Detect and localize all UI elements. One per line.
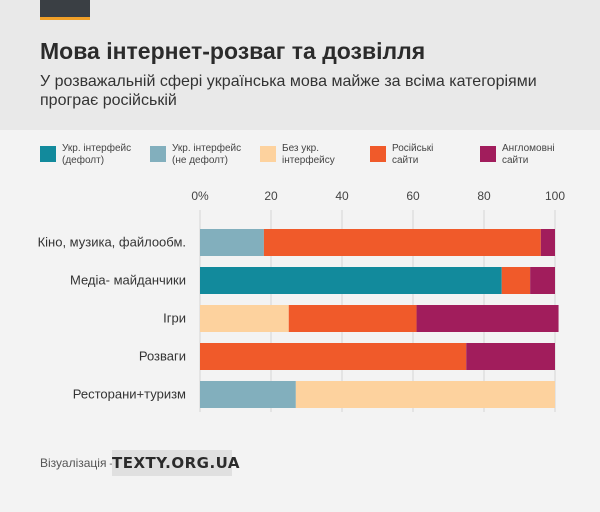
bar-segment — [200, 381, 296, 408]
legend-swatch — [260, 146, 276, 162]
legend-label: Російські сайти — [392, 143, 434, 166]
bar-segment — [200, 343, 467, 370]
bar-segment — [200, 229, 264, 256]
header: Мова інтернет-розваг та дозвілля У розва… — [0, 0, 600, 130]
legend: Укр. інтерфейс (дефолт) Укр. інтерфейс (… — [40, 143, 580, 175]
bar-segment — [530, 267, 555, 294]
bar-segment — [200, 267, 502, 294]
bar-segment — [200, 305, 289, 332]
legend-swatch — [150, 146, 166, 162]
bar-segment — [540, 229, 555, 256]
category-label: Ресторани+туризм — [73, 387, 186, 402]
category-label: Ігри — [163, 311, 186, 326]
x-tick-label: 80 — [477, 189, 491, 203]
brand-logo-block — [40, 0, 90, 20]
category-label: Медіа- майданчики — [70, 273, 186, 288]
legend-swatch — [370, 146, 386, 162]
legend-label: Англомовні сайти — [502, 143, 555, 166]
legend-swatch — [40, 146, 56, 162]
bar-segment — [263, 229, 541, 256]
bar-segment — [501, 267, 531, 294]
footer-label: Візуалізація — — [40, 456, 122, 470]
category-label: Кіно, музика, файлообм. — [38, 235, 186, 250]
x-tick-label: 60 — [406, 189, 420, 203]
texty-logo[interactable]: TEXTY.ORG.UA — [112, 450, 240, 476]
chart-title: Мова інтернет-розваг та дозвілля — [40, 38, 426, 64]
x-tick-label: 20 — [264, 189, 278, 203]
stacked-bar-chart: 0% 20 40 60 80 100 Кіно, музика, файлообм. Меді… — [38, 189, 565, 412]
legend-label: Укр. інтерфейс (дефолт) — [62, 143, 132, 166]
legend-label: Без укр. інтерфейсу — [282, 143, 335, 166]
legend-swatch — [480, 146, 496, 162]
legend-label: Укр. інтерфейс (не дефолт) — [172, 143, 242, 166]
brand-stripe — [40, 17, 90, 20]
bar-segment — [416, 305, 559, 332]
x-tick-label: 100 — [545, 189, 565, 203]
x-tick-label: 0% — [191, 189, 209, 203]
bar-segment — [288, 305, 417, 332]
chart-subtitle: У розважальній сфері українська мова май… — [40, 73, 537, 109]
x-tick-label: 40 — [335, 189, 349, 203]
category-label: Розваги — [139, 349, 186, 364]
bar-segment — [466, 343, 555, 370]
bar-segment — [295, 381, 555, 408]
